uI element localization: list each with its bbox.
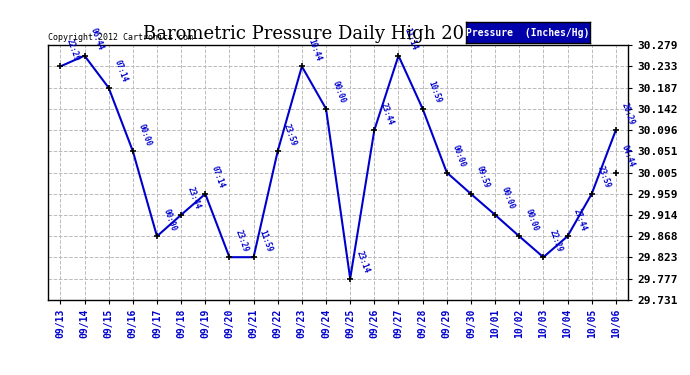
Text: 10:59: 10:59 — [427, 80, 443, 105]
Text: 23:44: 23:44 — [379, 101, 395, 126]
Text: 27:44: 27:44 — [572, 207, 588, 232]
Text: 22:29: 22:29 — [65, 38, 81, 62]
Text: 06:44: 06:44 — [89, 27, 105, 51]
Text: 11:59: 11:59 — [258, 228, 274, 253]
Text: 23:44: 23:44 — [186, 186, 201, 211]
Text: 22:29: 22:29 — [548, 228, 564, 253]
Text: 00:00: 00:00 — [500, 186, 515, 211]
Text: 23:59: 23:59 — [596, 165, 612, 190]
Text: 20:29: 20:29 — [620, 101, 636, 126]
Text: 00:00: 00:00 — [331, 80, 346, 105]
Text: 10:44: 10:44 — [306, 38, 322, 62]
Text: 07:14: 07:14 — [113, 59, 129, 84]
Text: 23:29: 23:29 — [234, 228, 250, 253]
Text: 00:00: 00:00 — [137, 122, 153, 147]
Text: 00:00: 00:00 — [161, 207, 177, 232]
Text: 23:59: 23:59 — [282, 122, 298, 147]
Text: 00:00: 00:00 — [524, 207, 540, 232]
Text: 11:14: 11:14 — [403, 27, 419, 51]
Text: Copyright 2012 Cartronics.com: Copyright 2012 Cartronics.com — [48, 33, 193, 42]
Text: 00:00: 00:00 — [451, 144, 467, 168]
Text: 04:44: 04:44 — [620, 144, 636, 168]
Text: 09:59: 09:59 — [475, 165, 491, 190]
Text: Pressure  (Inches/Hg): Pressure (Inches/Hg) — [466, 28, 589, 38]
Title: Barometric Pressure Daily High 20121007: Barometric Pressure Daily High 20121007 — [143, 26, 533, 44]
Text: 23:14: 23:14 — [355, 250, 371, 274]
Text: 07:14: 07:14 — [210, 165, 226, 190]
